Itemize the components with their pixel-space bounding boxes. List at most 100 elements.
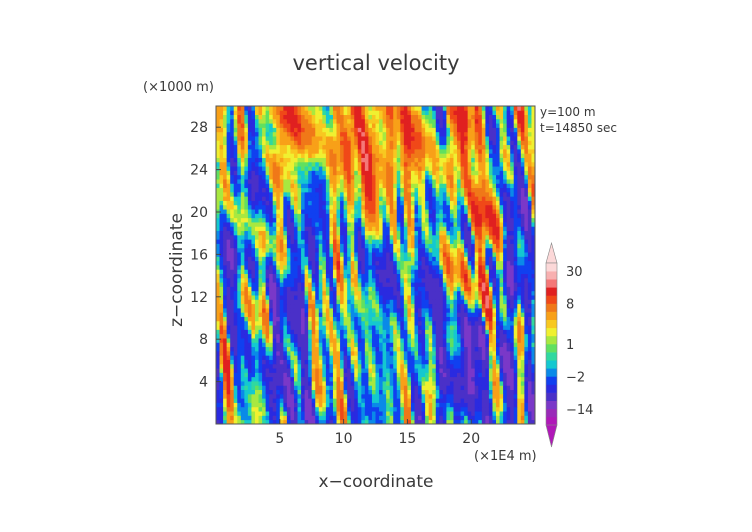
heatmap-cell — [329, 277, 334, 283]
heatmap-cell — [382, 376, 387, 382]
heatmap-cell — [460, 350, 465, 356]
heatmap-cell — [496, 243, 500, 249]
heatmap-cell — [230, 359, 235, 365]
heatmap-cell — [276, 376, 281, 382]
heatmap-cell — [311, 295, 316, 300]
heatmap-cell — [368, 312, 373, 317]
heatmap-cell — [418, 243, 422, 249]
heatmap-cell — [471, 252, 476, 257]
heatmap-cell — [446, 243, 451, 249]
heatmap-cell — [357, 346, 362, 352]
heatmap-cell — [425, 333, 430, 339]
heatmap-cell — [499, 316, 504, 322]
heatmap-cell — [237, 260, 242, 266]
heatmap-cell — [432, 355, 437, 360]
heatmap-cell — [389, 359, 394, 365]
heatmap-cell — [496, 385, 500, 391]
heatmap-cell — [425, 234, 430, 240]
heatmap-cell — [478, 381, 483, 386]
heatmap-cell — [517, 338, 522, 343]
heatmap-cell — [251, 406, 256, 412]
heatmap-cell — [283, 286, 288, 292]
heatmap-cell — [223, 183, 228, 189]
heatmap-cell — [435, 204, 440, 210]
heatmap-cell — [262, 350, 267, 356]
heatmap-cell — [350, 368, 355, 373]
heatmap-cell — [531, 393, 536, 399]
heatmap-cell — [418, 282, 422, 287]
heatmap-cell — [350, 222, 355, 227]
heatmap-cell — [520, 252, 525, 257]
heatmap-cell — [322, 282, 327, 287]
heatmap-cell — [350, 265, 355, 270]
heatmap-cell — [421, 209, 426, 214]
heatmap-cell — [421, 222, 426, 227]
heatmap-cell — [357, 325, 362, 330]
heatmap-cell — [258, 265, 263, 270]
heatmap-cell — [513, 320, 518, 326]
heatmap-cell — [304, 247, 309, 253]
heatmap-cell — [421, 329, 426, 335]
heatmap-cell — [244, 406, 249, 412]
heatmap-cell — [283, 393, 288, 399]
heatmap-cell — [418, 338, 422, 343]
heatmap-cell — [499, 299, 504, 305]
heatmap-cell — [449, 402, 454, 408]
heatmap-cell — [251, 398, 256, 403]
heatmap-cell — [389, 217, 394, 223]
heatmap-cell — [304, 307, 309, 313]
heatmap-cell — [464, 239, 469, 244]
heatmap-cell — [233, 415, 238, 421]
heatmap-cell — [223, 325, 228, 330]
heatmap-cell — [389, 320, 394, 326]
heatmap-cell — [418, 256, 422, 262]
heatmap-cell — [439, 338, 444, 343]
heatmap-cell — [340, 290, 344, 296]
heatmap-cell — [446, 256, 451, 262]
heatmap-cell — [304, 402, 309, 408]
heatmap-cell — [393, 213, 398, 219]
heatmap-cell — [439, 402, 444, 408]
heatmap-cell — [371, 277, 376, 283]
heatmap-cell — [364, 217, 369, 223]
heatmap-cell — [414, 217, 419, 223]
heatmap-cell — [407, 320, 412, 326]
heatmap-cell — [325, 256, 330, 262]
heatmap-cell — [340, 217, 344, 223]
heatmap-cell — [283, 381, 288, 386]
heatmap-cell — [435, 290, 440, 296]
heatmap-cell — [513, 204, 518, 210]
heatmap-cell — [223, 381, 228, 386]
heatmap-cell — [371, 209, 376, 214]
heatmap-cell — [389, 350, 394, 356]
heatmap-cell — [442, 381, 447, 386]
heatmap-cell — [488, 411, 493, 416]
heatmap-cell — [364, 398, 369, 403]
heatmap-cell — [340, 243, 344, 249]
heatmap-cell — [272, 243, 277, 249]
heatmap-cell — [361, 402, 366, 408]
heatmap-cell — [357, 295, 362, 300]
heatmap-cell — [247, 286, 252, 292]
heatmap-cell — [223, 290, 228, 296]
heatmap-cell — [311, 333, 316, 339]
heatmap-cell — [240, 299, 245, 305]
heatmap-cell — [258, 385, 263, 391]
heatmap-cell — [485, 222, 490, 227]
heatmap-cell — [410, 243, 415, 249]
heatmap-cell — [251, 213, 256, 219]
heatmap-cell — [439, 200, 444, 206]
heatmap-cell — [368, 333, 373, 339]
heatmap-cell — [340, 372, 344, 378]
heatmap-cell — [527, 256, 532, 262]
heatmap-cell — [265, 256, 270, 262]
heatmap-cell — [219, 411, 224, 416]
heatmap-cell — [244, 381, 249, 386]
heatmap-cell — [396, 381, 401, 386]
heatmap-cell — [386, 415, 391, 421]
heatmap-cell — [449, 411, 454, 416]
heatmap-cell — [524, 200, 529, 206]
heatmap-cell — [467, 329, 472, 335]
heatmap-cell — [492, 200, 497, 206]
heatmap-cell — [251, 372, 256, 378]
